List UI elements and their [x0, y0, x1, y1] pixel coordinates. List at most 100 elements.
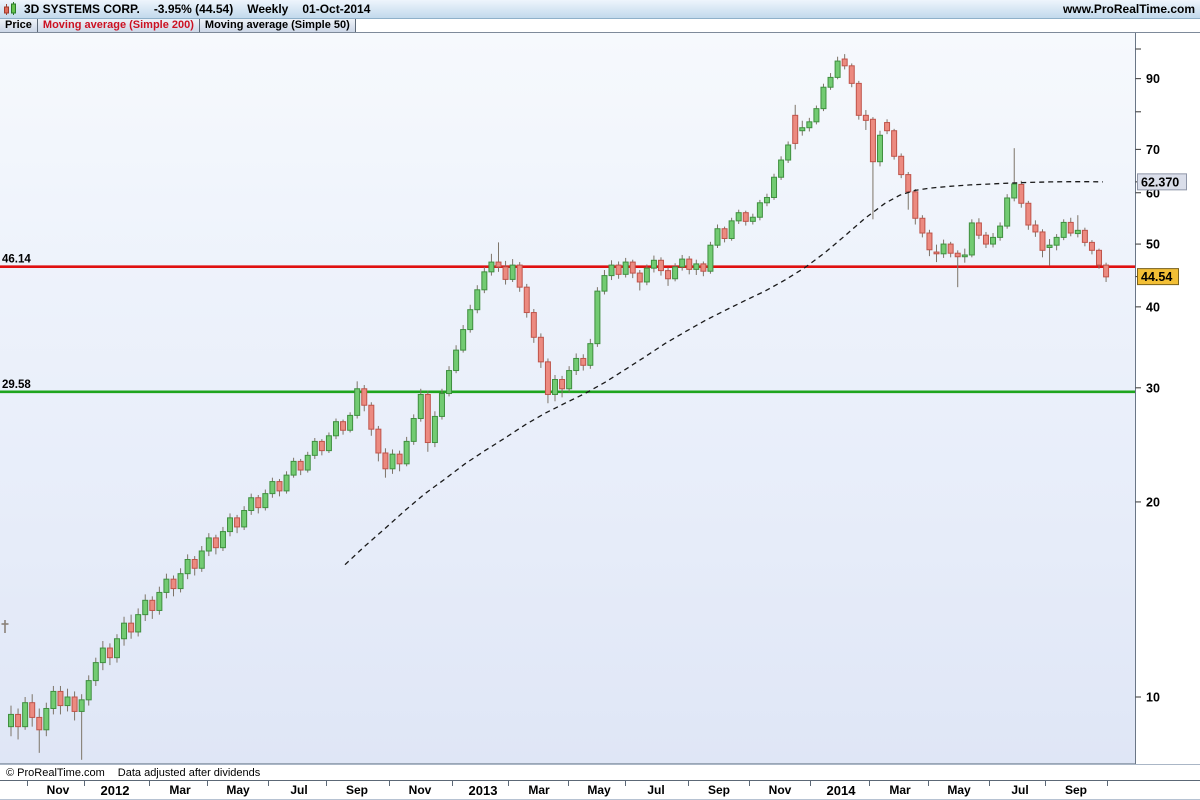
- candle-body: [262, 493, 269, 509]
- candle-body: [36, 716, 43, 731]
- candle-body: [990, 236, 997, 245]
- candle-body: [559, 379, 566, 390]
- time-axis[interactable]: Nov 2012 Mar May Jul Sep Nov 2013 Mar May Jul Sep No…: [0, 780, 1200, 800]
- time-axis-label-Nov: Nov: [46, 783, 70, 797]
- candle-body: [820, 86, 827, 110]
- candle-body: [1039, 231, 1046, 251]
- candle-body: [354, 388, 361, 416]
- candle-body: [686, 258, 693, 270]
- candle-body: [700, 263, 707, 272]
- candle-body: [785, 144, 792, 161]
- candle-body: [283, 474, 290, 492]
- candle-body: [544, 361, 551, 395]
- instrument-title: 3D SYSTEMS CORP.: [24, 2, 140, 16]
- candle-body: [778, 159, 785, 178]
- candle-body: [361, 388, 368, 406]
- candle-body: [467, 309, 474, 331]
- timeframe: Weekly: [247, 2, 289, 16]
- candle-body: [636, 272, 643, 283]
- candle-body: [622, 261, 629, 275]
- candle-body: [1074, 229, 1081, 235]
- candle-body: [1011, 183, 1018, 199]
- time-axis-tick: [452, 781, 453, 786]
- candle-body: [156, 591, 163, 611]
- time-axis-tick: [625, 781, 626, 786]
- candle-body: [629, 261, 636, 274]
- candle-body: [106, 647, 113, 659]
- candle-body: [15, 713, 22, 728]
- candle-body: [332, 421, 339, 437]
- candle-body: [22, 702, 29, 728]
- time-axis-label-Jul: Jul: [647, 783, 665, 797]
- candle-body: [170, 578, 177, 590]
- time-axis-label-Mar: Mar: [169, 783, 191, 797]
- candle-body: [898, 155, 905, 176]
- candle-body: [672, 266, 679, 280]
- time-axis-tick: [207, 781, 208, 786]
- candle-body: [227, 517, 234, 533]
- time-axis-tick: [568, 781, 569, 786]
- candle-body: [318, 440, 325, 452]
- candle-body: [657, 259, 664, 272]
- candle-body: [982, 234, 989, 245]
- candle-body: [304, 454, 311, 471]
- candle-body: [954, 252, 961, 258]
- tab-price[interactable]: Price: [0, 19, 38, 32]
- candle-body: [85, 680, 92, 701]
- candle-body: [813, 108, 820, 123]
- time-axis-tick: [84, 781, 85, 786]
- candle-body: [926, 232, 933, 251]
- candle-body: [523, 286, 530, 314]
- candle-body: [78, 699, 85, 712]
- candle-body: [792, 114, 799, 144]
- candle-body: [431, 415, 438, 444]
- candle-body: [1053, 236, 1060, 246]
- time-axis-label-May: May: [947, 783, 971, 797]
- price-tick-label: 70: [1146, 143, 1160, 157]
- candle-body: [665, 270, 672, 280]
- tab-moving-average-200[interactable]: Moving average (Simple 200): [37, 19, 200, 32]
- candle-body: [241, 510, 248, 528]
- prorealtime-link[interactable]: www.ProRealTime.com: [1062, 2, 1195, 16]
- candle-body: [601, 275, 608, 292]
- last-price-box: [1137, 268, 1179, 286]
- candle-body: [1025, 202, 1032, 226]
- price-tick-label: 20: [1146, 495, 1160, 509]
- candle-body: [891, 130, 898, 157]
- time-axis-label-2013: 2013: [468, 783, 498, 798]
- candle-body: [693, 263, 700, 270]
- candle-body: [191, 559, 198, 569]
- time-axis-label-2012: 2012: [100, 783, 130, 798]
- time-axis-tick: [989, 781, 990, 786]
- time-axis-label-Mar: Mar: [528, 783, 550, 797]
- candle-body: [848, 65, 855, 84]
- candle-body: [488, 261, 495, 273]
- time-axis-tick: [928, 781, 929, 786]
- candle-body: [382, 452, 389, 470]
- candle-body: [43, 707, 50, 731]
- candle-body: [396, 453, 403, 465]
- candle-body: [135, 614, 142, 633]
- candle-body: [735, 212, 742, 222]
- candle-body: [608, 264, 615, 277]
- candle-body: [99, 647, 106, 664]
- candle-body: [92, 662, 99, 682]
- candle-body: [919, 217, 926, 234]
- price-tick-label: 10: [1146, 691, 1160, 705]
- candle-body: [1060, 221, 1067, 238]
- candle-body: [827, 76, 834, 88]
- candle-body: [1004, 197, 1011, 227]
- candle-body: [142, 599, 149, 616]
- indicator-tab-bar: Price Moving average (Simple 200) Moving…: [0, 19, 1200, 33]
- candle-body: [347, 414, 354, 431]
- candle-body: [163, 578, 170, 593]
- time-axis-label-Nov: Nov: [768, 783, 792, 797]
- tab-moving-average-50[interactable]: Moving average (Simple 50): [199, 19, 356, 32]
- time-axis-label-Nov: Nov: [408, 783, 432, 797]
- candle-body: [453, 349, 460, 372]
- candle-body: [389, 453, 396, 470]
- candle-body: [756, 202, 763, 218]
- candle-body: [212, 537, 219, 549]
- candle-body: [841, 58, 848, 67]
